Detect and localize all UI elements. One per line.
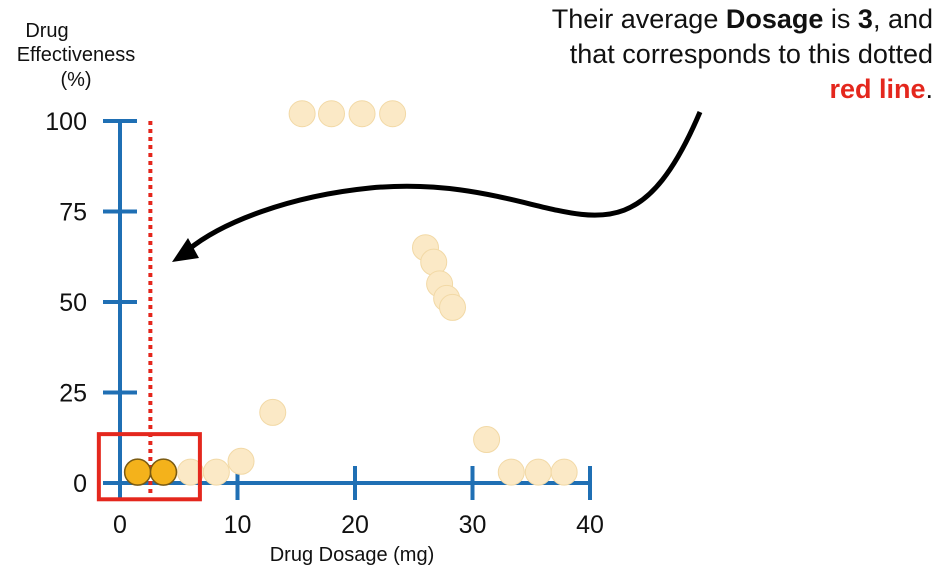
x-axis-title: Drug Dosage (mg)	[270, 544, 435, 566]
x-tick-label: 30	[459, 511, 487, 539]
x-tick-label: 10	[224, 511, 252, 539]
y-tick-label: 50	[59, 289, 87, 317]
data-point	[379, 100, 407, 128]
x-tick-label: 40	[576, 511, 604, 539]
highlighted-data-point	[123, 458, 152, 486]
annotation-line-2: that corresponds to this dotted	[569, 39, 933, 69]
highlighted-data-point	[149, 458, 178, 486]
y-tick-label: 75	[59, 199, 87, 227]
data-point	[473, 426, 501, 454]
data-point	[550, 458, 578, 486]
data-point	[259, 398, 287, 426]
data-point	[227, 447, 255, 475]
data-point	[202, 458, 230, 486]
average-dosage-value: 3	[857, 4, 873, 34]
data-point	[288, 100, 316, 128]
data-point	[348, 100, 376, 128]
y-tick-label: 25	[59, 380, 87, 408]
highlight-box	[96, 432, 202, 502]
y-tick-label: 100	[45, 108, 87, 136]
arrow-head-icon	[172, 238, 199, 262]
y-axis-title-line-3: (%)	[60, 69, 91, 91]
data-point	[318, 100, 345, 128]
annotation-line-3: red line.	[829, 74, 933, 104]
annotation-line-1: Their average Dosage is 3, and	[551, 4, 933, 34]
annotation-arrow	[186, 111, 703, 252]
data-point	[439, 293, 467, 321]
x-tick-label: 20	[341, 511, 369, 539]
x-tick-label: 0	[113, 511, 127, 539]
y-tick-label: 0	[73, 470, 87, 498]
data-point	[524, 458, 552, 486]
data-point	[497, 458, 525, 486]
y-axis-title-line-2: Effectiveness	[17, 44, 136, 66]
y-axis-title-line-1: Drug	[25, 20, 68, 42]
annotation-text: Their average Dosage is 3, and that corr…	[455, 2, 933, 107]
